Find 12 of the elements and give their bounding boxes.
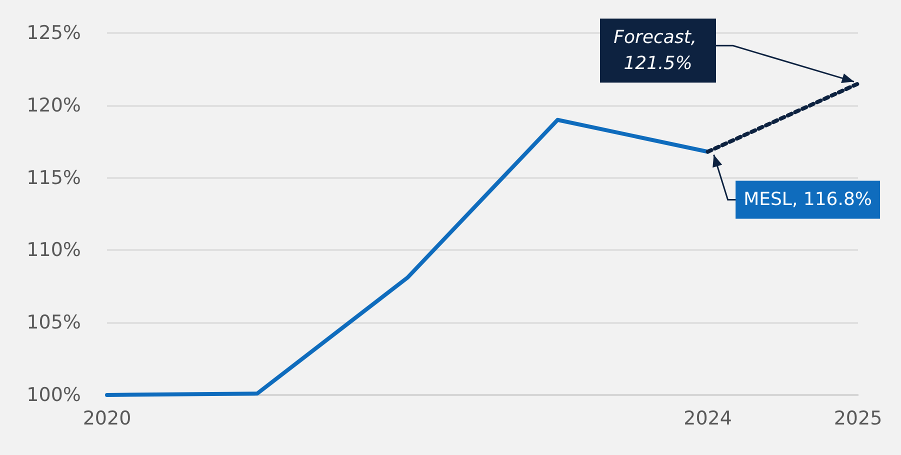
annotation: MESL, 116.8% (744, 189, 872, 210)
y-tick-label: 100% (26, 384, 81, 406)
y-tick-label: 125% (26, 22, 81, 44)
x-tick-label: 2024 (684, 408, 732, 430)
y-tick-label: 115% (26, 166, 81, 189)
x-tick-label: 2025 (834, 408, 882, 430)
annotation: Forecast, 121.5% (614, 27, 702, 74)
line-series (105, 118, 710, 397)
x-tick-label: 2020 (82, 408, 132, 430)
y-tick-label: 105% (26, 312, 81, 334)
y-tick-label: 110% (26, 239, 81, 262)
y-tick-label: 120% (26, 94, 81, 116)
